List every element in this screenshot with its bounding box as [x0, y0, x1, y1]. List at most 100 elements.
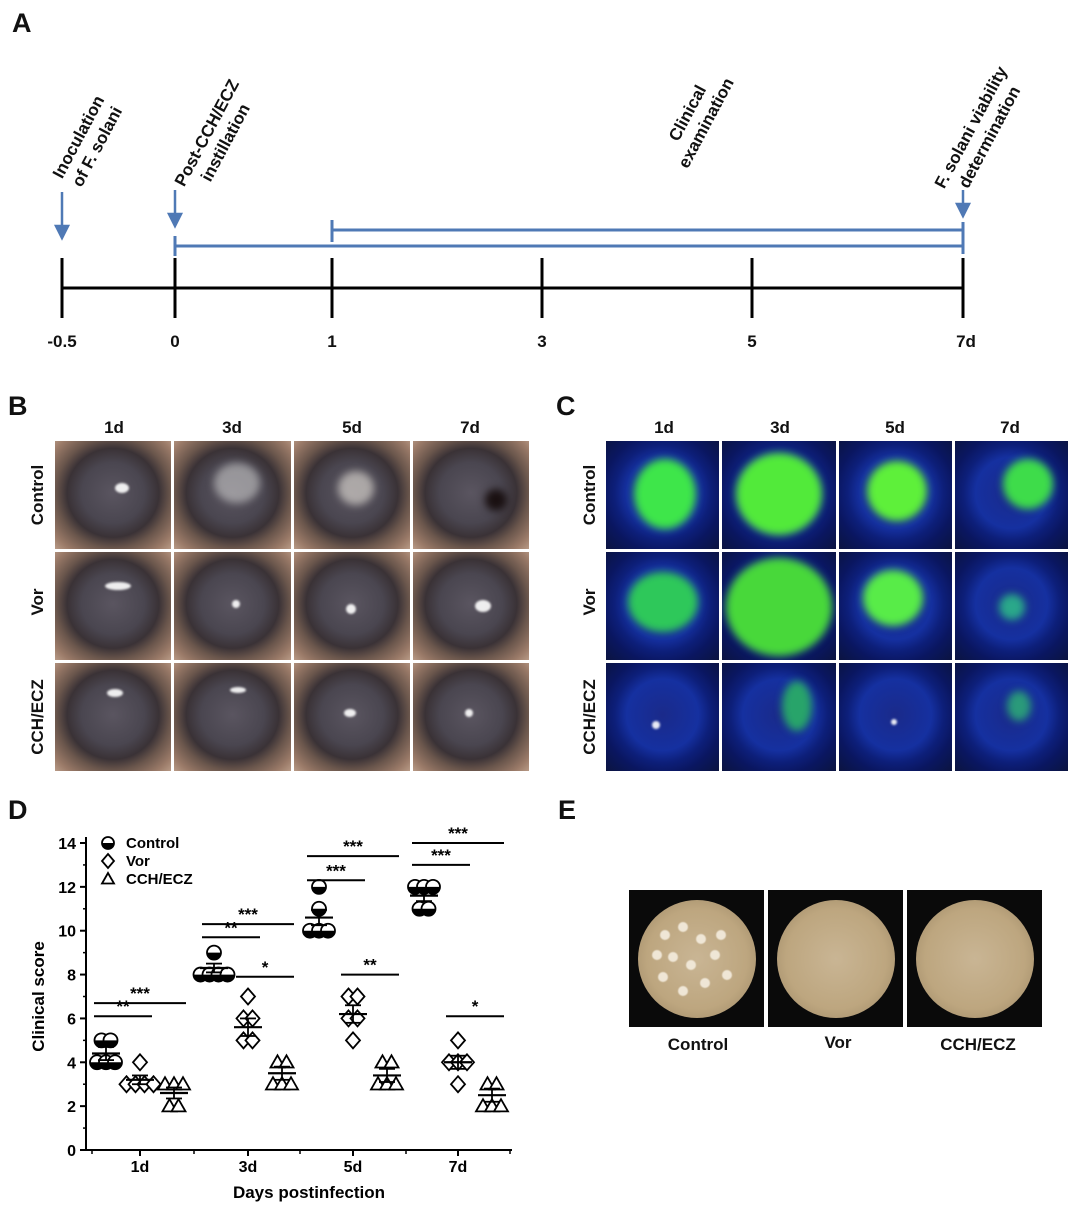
legend-marker-fill	[102, 843, 114, 849]
eye-photo	[412, 441, 529, 549]
panel-c-letter: C	[556, 391, 576, 421]
data-point-fill	[421, 908, 436, 916]
eye-photo	[838, 441, 952, 549]
eye-photo	[293, 663, 410, 771]
arrow-icon	[53, 192, 71, 241]
eye-photo	[722, 441, 836, 549]
eye-photo	[174, 663, 291, 771]
panel-d-letter: D	[8, 795, 28, 825]
y-tick-label: 2	[67, 1099, 76, 1116]
y-tick-label: 10	[58, 924, 76, 941]
eye-photo	[606, 552, 720, 660]
panel-a-letter: A	[12, 8, 32, 38]
eye-photo	[55, 663, 172, 771]
data-point	[169, 1097, 188, 1113]
significance-label: **	[363, 956, 377, 975]
data-point	[492, 1097, 510, 1113]
legend-label: CCH/ECZ	[126, 871, 193, 888]
eye-photo	[722, 663, 836, 771]
data-point-fill	[321, 930, 335, 938]
timeline-diagram	[53, 190, 972, 318]
eye-photo	[954, 441, 1068, 549]
eye-photo	[606, 441, 720, 549]
y-tick-label: 8	[67, 968, 76, 985]
y-tick-label: 14	[58, 836, 76, 853]
culture-plate-row	[629, 890, 1042, 1027]
eye-photo	[55, 441, 172, 549]
data-point	[239, 987, 257, 1006]
significance-label: **	[116, 997, 130, 1016]
data-point-fill	[108, 1062, 122, 1070]
y-tick-label: 12	[58, 880, 76, 897]
eye-photo-grid-b	[55, 441, 529, 771]
culture-plate-control	[629, 890, 764, 1027]
y-tick-label: 0	[67, 1143, 76, 1160]
significance-label: ***	[326, 861, 346, 880]
timeline-label: 0	[170, 332, 180, 351]
significance-label: ***	[130, 984, 150, 1003]
eye-photo	[838, 663, 952, 771]
significance-label: *	[472, 997, 479, 1016]
arrow-icon	[954, 190, 972, 219]
x-axis-label: Days postinfection	[233, 1183, 385, 1202]
row-header: Vor	[580, 588, 599, 616]
column-header: 7d	[460, 418, 480, 437]
column-header: 1d	[654, 418, 674, 437]
eye-photo	[606, 663, 720, 771]
row-header: Control	[580, 464, 599, 526]
timeline-ticks	[60, 258, 965, 318]
plate-label: Vor	[824, 1033, 852, 1052]
data-point-fill	[220, 974, 235, 982]
eye-photo	[722, 552, 836, 660]
data-point	[344, 1030, 362, 1050]
legend-label: Control	[126, 835, 179, 852]
data-point	[449, 1074, 467, 1094]
arrow-icon	[166, 190, 184, 229]
data-point	[449, 1030, 467, 1050]
legend-marker	[100, 871, 116, 885]
timeline-label: 3	[537, 332, 547, 351]
significance-label: ***	[343, 837, 363, 856]
timeline-label: 7d	[956, 332, 976, 351]
column-header: 7d	[1000, 418, 1020, 437]
significance-label: ***	[448, 824, 468, 843]
timeline-label: 1	[327, 332, 337, 351]
significance-label: *	[262, 958, 269, 977]
significance-label: ***	[431, 846, 451, 865]
legend-marker	[100, 852, 116, 870]
column-header: 3d	[222, 418, 242, 437]
data-point-fill	[103, 1040, 118, 1048]
data-point	[282, 1075, 300, 1091]
significance-label: ***	[238, 905, 258, 924]
eye-photo	[954, 663, 1068, 771]
row-header: CCH/ECZ	[580, 679, 599, 755]
clinical-score-chart: 0 2 4 6 8 10 12 14 1d 3d 5d 7d Days postinfection Cli…	[29, 824, 512, 1202]
y-axis-label: Clinical score	[29, 941, 48, 1052]
data-point	[174, 1075, 192, 1091]
eye-photo	[954, 552, 1068, 660]
timeline-label: -0.5	[47, 332, 77, 351]
plate-label: Control	[667, 1035, 729, 1054]
plate-label: CCH/ECZ	[940, 1035, 1016, 1054]
significance-label: **	[224, 918, 238, 937]
eye-photo	[412, 663, 529, 771]
eye-photo	[174, 552, 291, 660]
data-point	[349, 987, 366, 1006]
panel-b-letter: B	[8, 391, 28, 421]
data-point-fill	[312, 886, 326, 894]
eye-photo	[174, 441, 291, 549]
y-tick-label: 6	[67, 1011, 76, 1028]
legend-label: Vor	[126, 853, 150, 870]
data-point	[387, 1075, 405, 1091]
eye-photo	[412, 552, 529, 660]
eye-fluorescein-grid-c	[606, 441, 1068, 771]
eye-photo	[293, 441, 410, 549]
column-header: 1d	[104, 418, 124, 437]
y-tick-label: 4	[67, 1055, 76, 1072]
x-tick-label: 7d	[449, 1159, 468, 1176]
data-point	[382, 1053, 401, 1069]
data-point	[131, 1052, 149, 1072]
x-tick-label: 5d	[344, 1159, 363, 1176]
culture-plate-vor	[768, 890, 903, 1027]
data-point-fill	[426, 886, 440, 894]
